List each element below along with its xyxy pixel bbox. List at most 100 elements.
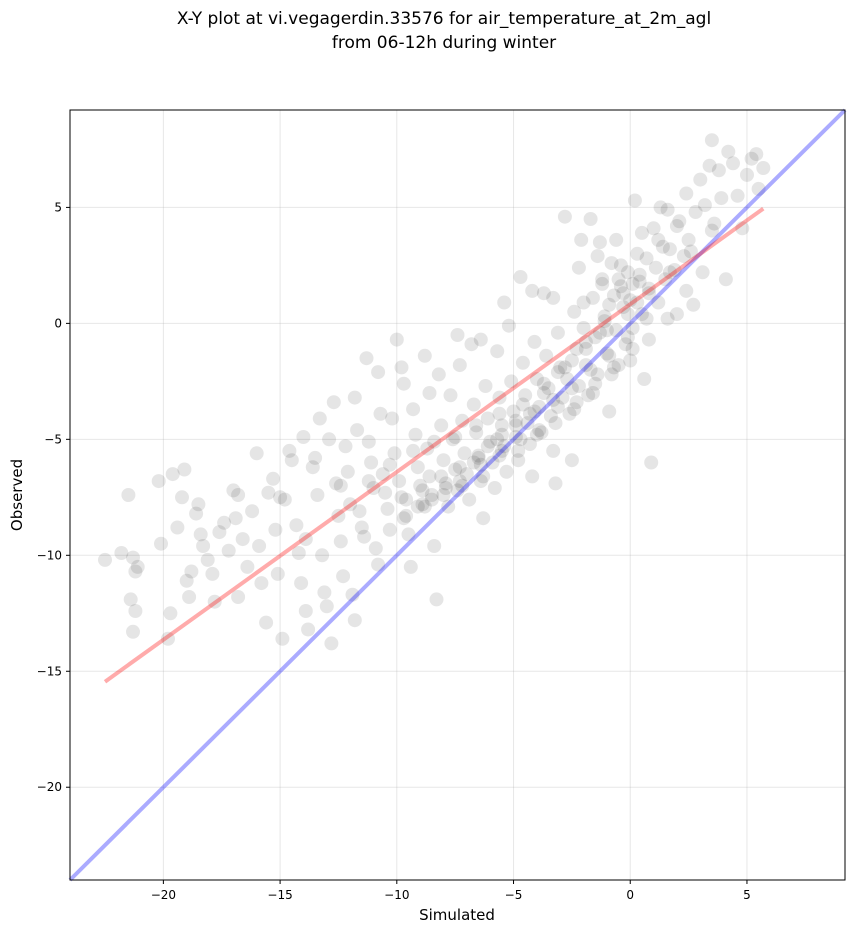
scatter-point xyxy=(487,481,502,495)
scatter-point xyxy=(494,443,509,458)
x-tick-label: −5 xyxy=(505,888,523,902)
scatter-point xyxy=(333,478,348,493)
scatter-point xyxy=(518,388,533,403)
scatter-point xyxy=(480,439,495,454)
scatter-point xyxy=(476,469,491,484)
scatter-point xyxy=(322,432,337,447)
scatter-point xyxy=(382,522,397,537)
scatter-point xyxy=(245,504,260,519)
scatter-point xyxy=(630,295,645,310)
scatter-point xyxy=(539,348,554,363)
scatter-point xyxy=(588,330,603,345)
scatter-point xyxy=(294,576,309,591)
scatter-point xyxy=(392,474,407,489)
x-axis-label: Simulated xyxy=(419,906,495,924)
scatter-point xyxy=(408,427,423,442)
scatter-point xyxy=(611,358,626,373)
scatter-point xyxy=(305,460,320,475)
scatter-point xyxy=(359,351,374,366)
scatter-point xyxy=(697,198,712,213)
scatter-point xyxy=(574,232,589,247)
scatter-point xyxy=(707,216,722,231)
scatter-point xyxy=(508,413,523,428)
scatter-point xyxy=(385,411,400,426)
scatter-point xyxy=(714,191,729,206)
scatter-point xyxy=(679,283,694,298)
scatter-point xyxy=(756,161,771,175)
scatter-point xyxy=(639,311,654,326)
scatter-point xyxy=(261,485,276,500)
scatter-point xyxy=(422,386,437,400)
scatter-point xyxy=(179,573,194,588)
scatter-point xyxy=(427,539,442,553)
scatter-point xyxy=(550,399,565,414)
scatter-point xyxy=(457,446,472,461)
scatter-point xyxy=(450,483,465,498)
scatter-point xyxy=(466,397,481,412)
scatter-point xyxy=(527,334,542,349)
y-tick-label: 5 xyxy=(54,200,62,214)
scatter-point xyxy=(576,321,591,335)
scatter-point xyxy=(436,488,451,502)
scatter-point xyxy=(616,300,631,315)
scatter-point xyxy=(455,413,470,428)
scatter-point xyxy=(98,552,112,567)
scatter-point xyxy=(193,527,208,542)
scatter-point xyxy=(501,318,516,333)
identity-line xyxy=(68,108,847,882)
scatter-point xyxy=(291,546,306,560)
scatter-point xyxy=(254,576,269,591)
y-tick-label: −20 xyxy=(37,780,62,794)
scatter-point xyxy=(189,506,204,521)
scatter-point xyxy=(154,536,168,551)
scatter-point xyxy=(448,462,463,477)
scatter-point xyxy=(599,323,614,338)
scatter-point xyxy=(420,441,435,456)
y-tick-label: −5 xyxy=(44,432,62,446)
scatter-point xyxy=(536,386,551,400)
scatter-point xyxy=(394,360,409,375)
scatter-point xyxy=(170,520,185,535)
x-tick-label: 5 xyxy=(743,888,751,902)
scatter-point xyxy=(413,478,428,493)
scatter-point xyxy=(578,334,593,349)
scatter-point xyxy=(515,397,530,412)
scatter-point xyxy=(567,402,582,417)
scatter-point xyxy=(422,469,437,484)
scatter-point xyxy=(578,341,593,356)
scatter-point xyxy=(427,434,442,449)
scatter-point xyxy=(480,411,495,426)
scatter-point xyxy=(130,559,145,574)
scatter-point xyxy=(651,232,666,247)
scatter-point xyxy=(641,332,656,347)
scatter-point xyxy=(494,427,509,442)
scatter-point xyxy=(651,295,666,310)
scatter-point xyxy=(317,585,332,600)
scatter-point xyxy=(268,522,283,537)
scatter-point xyxy=(492,406,507,421)
scatter-point xyxy=(459,467,474,482)
scatter-point xyxy=(602,348,617,363)
scatter-point xyxy=(553,360,568,375)
scatter-point xyxy=(266,471,281,486)
scatter-point xyxy=(161,631,175,646)
scatter-point xyxy=(371,365,386,380)
scatter-point xyxy=(606,288,621,303)
scatter-point xyxy=(455,478,470,493)
scatter-point xyxy=(546,443,561,458)
scatter-point xyxy=(240,559,255,574)
scatter-point xyxy=(406,443,421,458)
scatter-point xyxy=(625,341,640,356)
scatter-point xyxy=(417,348,432,363)
scatter-point xyxy=(464,337,479,352)
scatter-point xyxy=(382,457,397,472)
scatter-point xyxy=(602,404,617,419)
scatter-point xyxy=(653,200,668,215)
scatter-point xyxy=(277,492,292,507)
scatter-point xyxy=(506,404,521,419)
scatter-point xyxy=(403,559,418,574)
scatter-point xyxy=(284,453,299,468)
scatter-point xyxy=(448,430,463,444)
scatter-point xyxy=(324,636,339,651)
scatter-point xyxy=(396,376,411,391)
